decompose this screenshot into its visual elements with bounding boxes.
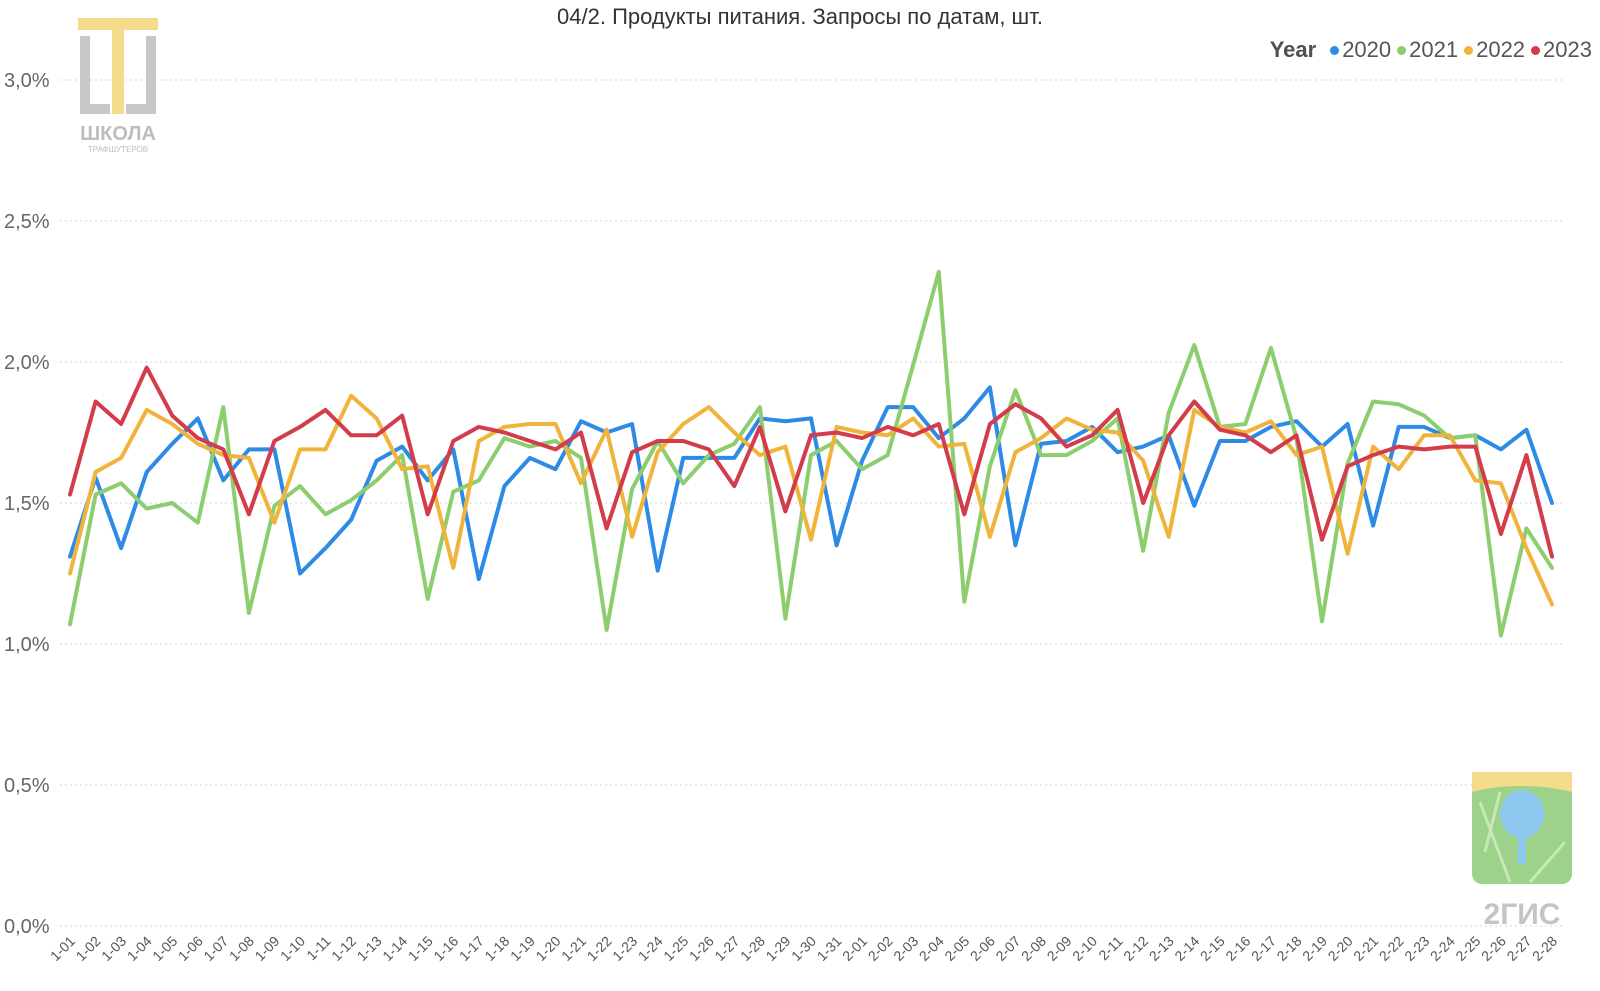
x-tick-label: 1-16 (430, 933, 461, 964)
legend-label: 2022 (1476, 37, 1526, 62)
y-tick-label: 2,5% (4, 211, 50, 233)
x-tick-label: 1-11 (303, 933, 334, 964)
x-tick-label: 1-23 (609, 933, 640, 964)
legend-dot-icon (1531, 45, 1541, 55)
x-tick-label: 1-06 (175, 933, 206, 964)
x-tick-label: 2-06 (967, 933, 998, 964)
series-layer (68, 269, 1554, 638)
school-logo-text: ШКОЛА (80, 123, 156, 145)
x-tick-label: 1-13 (354, 933, 385, 964)
y-tick-label: 0,5% (4, 775, 50, 797)
y-axis: 0,0% 0,5% 1,0% 1,5% 2,0% 2,5% 3,0% (4, 70, 50, 938)
x-tick-label: 1-24 (635, 933, 666, 964)
x-tick-label: 1-03 (98, 933, 129, 964)
x-tick-label: 1-12 (328, 933, 359, 964)
legend-item-2020[interactable]: 2020 (1330, 37, 1391, 63)
x-tick-label: 1-22 (584, 933, 615, 964)
x-tick-label: 1-25 (660, 933, 691, 964)
x-tick-label: 2-17 (1248, 933, 1279, 964)
x-tick-label: 1-19 (507, 933, 538, 964)
legend-item-2023[interactable]: 2023 (1531, 37, 1592, 63)
school-logo-subtext: ТРАФШУТЕРОВ (88, 145, 148, 154)
x-tick-label: 1-17 (456, 933, 487, 964)
x-tick-label: 1-28 (737, 933, 768, 964)
x-tick-label: 1-05 (149, 933, 180, 964)
x-tick-label: 1-02 (73, 933, 104, 964)
legend-dot-icon (1464, 45, 1474, 55)
school-logo-icon: ШКОЛА ТРАФШУТЕРОВ (78, 18, 158, 154)
x-tick-label: 1-10 (277, 933, 308, 964)
x-tick-label: 2-15 (1197, 933, 1228, 964)
x-tick-label: 2-23 (1401, 933, 1432, 964)
x-tick-label: 2-16 (1222, 933, 1253, 964)
legend-label: 2023 (1543, 37, 1592, 62)
x-tick-label: 2-21 (1350, 933, 1381, 964)
series-line-2020[interactable] (68, 385, 1554, 582)
legend-label: 2020 (1342, 37, 1392, 62)
2gis-logo-text: 2ГИС (1484, 898, 1561, 931)
x-tick-label: 1-08 (226, 933, 257, 964)
x-tick-label: 1-20 (532, 933, 563, 964)
x-tick-label: 1-15 (405, 933, 436, 964)
series-line-2022[interactable] (68, 393, 1554, 607)
2gis-logo-icon: 2ГИС (1472, 772, 1572, 931)
x-tick-label: 1-26 (686, 933, 717, 964)
x-tick-label: 1-01 (47, 933, 78, 964)
x-tick-label: 2-09 (1044, 933, 1075, 964)
grid-layer (60, 79, 1565, 927)
y-tick-label: 1,5% (4, 493, 50, 515)
x-tick-label: 1-09 (251, 933, 282, 964)
x-tick-label: 2-05 (941, 933, 972, 964)
x-tick-label: 2-19 (1299, 933, 1330, 964)
legend-item-2021[interactable]: 2021 (1397, 37, 1458, 63)
series-line-2021[interactable] (68, 269, 1554, 638)
x-tick-label: 2-11 (1095, 933, 1126, 964)
y-tick-label: 1,0% (4, 634, 50, 656)
x-tick-label: 1-31 (814, 933, 845, 964)
x-tick-label: 2-20 (1325, 933, 1356, 964)
x-tick-label: 2-22 (1376, 933, 1407, 964)
x-tick-label: 1-04 (124, 933, 155, 964)
y-tick-label: 2,0% (4, 352, 50, 374)
series-line-2023[interactable] (68, 365, 1554, 559)
x-tick-label: 1-07 (200, 933, 231, 964)
x-tick-label: 2-13 (1146, 933, 1177, 964)
legend: Year 2020 2021 2022 2023 (1270, 37, 1592, 63)
x-tick-label: 2-07 (992, 933, 1023, 964)
y-tick-label: 0,0% (4, 916, 50, 938)
legend-dot-icon (1330, 45, 1340, 55)
x-axis: 1-011-021-031-041-051-061-071-081-091-10… (47, 933, 1560, 964)
x-tick-label: 1-21 (558, 933, 589, 964)
x-tick-label: 2-12 (1120, 933, 1151, 964)
x-tick-label: 2-01 (839, 933, 870, 964)
x-tick-label: 1-18 (481, 933, 512, 964)
x-tick-label: 1-30 (788, 933, 819, 964)
x-tick-label: 2-18 (1273, 933, 1304, 964)
x-tick-label: 2-24 (1427, 933, 1458, 964)
x-tick-label: 2-10 (1069, 933, 1100, 964)
legend-item-2022[interactable]: 2022 (1464, 37, 1525, 63)
y-tick-label: 3,0% (4, 70, 50, 92)
x-tick-label: 2-03 (890, 933, 921, 964)
legend-label: 2021 (1409, 37, 1459, 62)
x-tick-label: 1-14 (379, 933, 410, 964)
x-tick-label: 2-04 (916, 933, 947, 964)
x-tick-label: 2-14 (1171, 933, 1202, 964)
x-tick-label: 1-29 (762, 933, 793, 964)
x-tick-label: 2-02 (865, 933, 896, 964)
x-tick-label: 2-08 (1018, 933, 1049, 964)
chart-title: 04/2. Продукты питания. Запросы по датам… (557, 4, 1043, 29)
legend-dot-icon (1397, 45, 1407, 55)
legend-title: Year (1269, 37, 1317, 62)
x-tick-label: 1-27 (711, 933, 742, 964)
